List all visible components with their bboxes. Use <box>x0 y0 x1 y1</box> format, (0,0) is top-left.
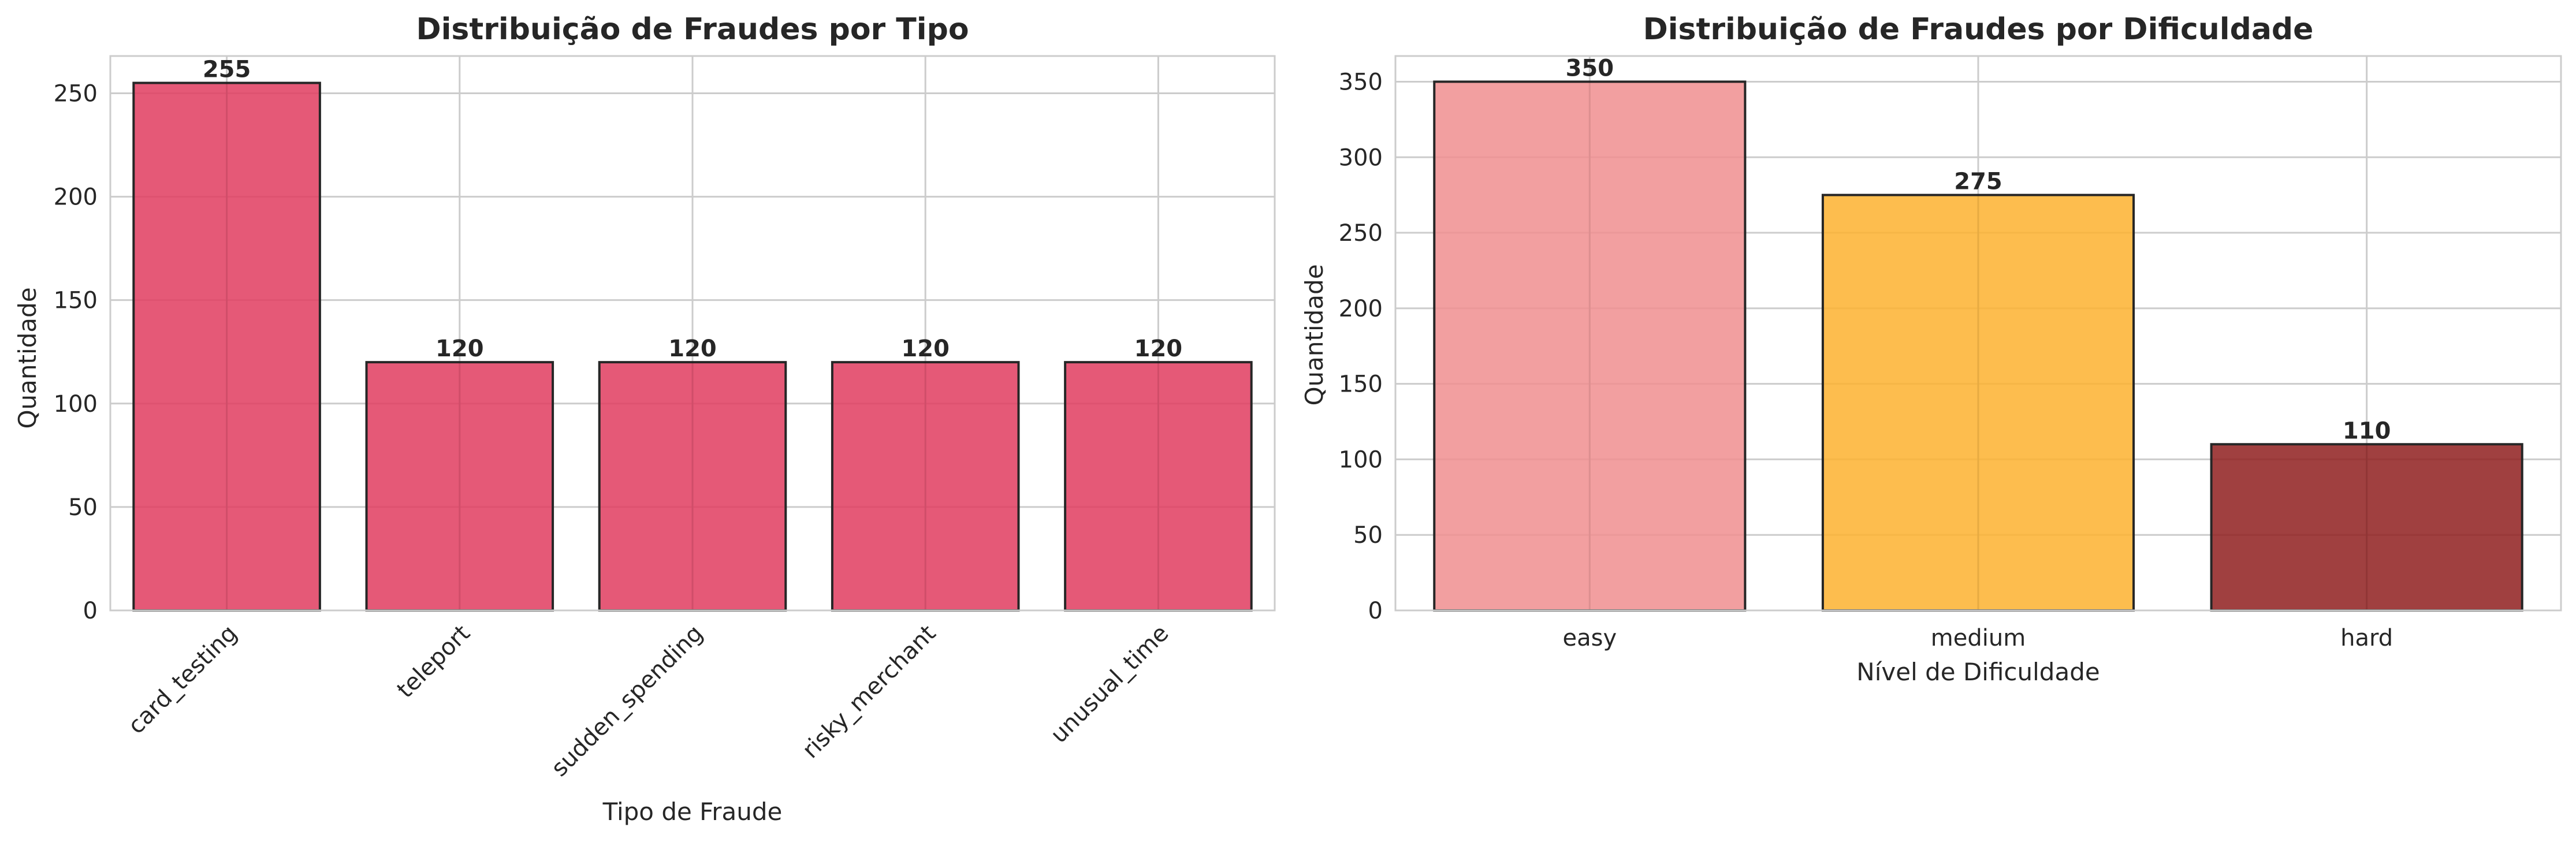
y-tick-label: 200 <box>1339 296 1383 322</box>
y-tick-label: 150 <box>54 288 98 314</box>
y-tick-label: 200 <box>54 184 98 211</box>
data-label: 275 <box>1954 169 2002 195</box>
plot-frame <box>1394 55 2562 612</box>
x-tick-label: medium <box>1931 625 2026 651</box>
x-axis-label: Tipo de Fraude <box>602 798 783 826</box>
bar-medium <box>1821 193 2135 612</box>
y-tick-label: 250 <box>1339 220 1383 247</box>
bar-unusual_time <box>1064 361 1253 612</box>
data-label: 120 <box>1134 336 1183 362</box>
chart-title: Distribuição de Fraudes por Tipo <box>416 12 969 47</box>
y-tick-label: 0 <box>1368 598 1383 624</box>
y-axis-label: Quantidade <box>13 287 42 429</box>
y-tick-label: 100 <box>54 391 98 418</box>
bar-teleport <box>365 361 554 612</box>
difficulty-chart: Distribuição de Fraudes por Dificuldade … <box>1300 12 2562 686</box>
data-label: 255 <box>203 57 251 83</box>
plot-frame <box>109 55 1276 612</box>
y-tick-label: 250 <box>54 80 98 107</box>
y-tick-label: 300 <box>1339 144 1383 171</box>
bar-card_testing <box>132 81 321 612</box>
data-label: 350 <box>1566 55 1614 81</box>
x-tick-label: easy <box>1563 625 1617 651</box>
data-label: 110 <box>2343 418 2391 444</box>
data-label: 120 <box>435 336 484 362</box>
y-tick-label: 150 <box>1339 371 1383 398</box>
x-tick-label: hard <box>2340 625 2393 651</box>
data-label: 120 <box>668 336 717 362</box>
bar-risky_merchant <box>831 361 1020 612</box>
x-axis-label: Nível de Dificuldade <box>1856 658 2099 686</box>
y-tick-label: 50 <box>1353 522 1383 549</box>
y-tick-label: 100 <box>1339 446 1383 473</box>
y-tick-label: 0 <box>83 598 98 624</box>
bar-hard <box>2210 443 2523 612</box>
y-axis-label: Quantidade <box>1300 264 1328 405</box>
y-tick-label: 50 <box>68 494 98 521</box>
y-tick-label: 350 <box>1339 69 1383 95</box>
data-label: 120 <box>901 336 950 362</box>
chart-title: Distribuição de Fraudes por Dificuldade <box>1643 12 2314 47</box>
bar-sudden_spending <box>598 361 787 612</box>
